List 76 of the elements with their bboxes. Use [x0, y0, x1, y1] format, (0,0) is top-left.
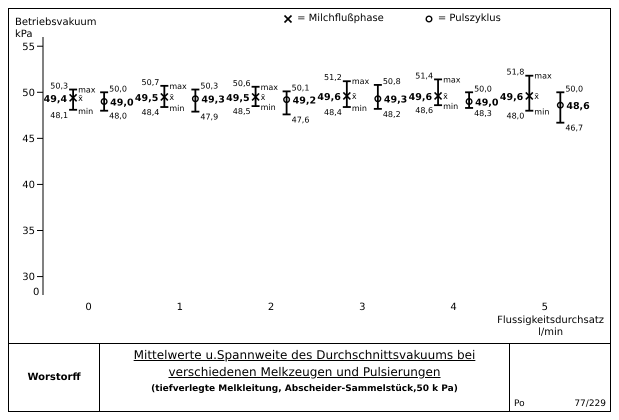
annotation: 51,8	[506, 68, 524, 77]
annotation: 48,0	[506, 112, 524, 121]
annotation: 50,0	[565, 84, 584, 94]
text: (tiefverlegte Melkleitung, Abscheider-Sammelstück,50 k Pa)	[150, 384, 459, 394]
data-label: 49,3	[201, 94, 225, 106]
y-tick-label: 50	[22, 88, 35, 99]
text: x̄	[443, 92, 448, 101]
data-label: 49,6	[500, 92, 524, 103]
annotation: 50,3	[50, 82, 68, 91]
text: min	[534, 108, 550, 117]
text: Worstorff	[9, 344, 100, 411]
data-label: 49,0	[110, 98, 134, 108]
text: x̄	[534, 92, 540, 101]
annotation: x̄	[78, 94, 84, 103]
x-tick-label: 0	[85, 302, 92, 314]
text: min	[352, 104, 367, 114]
x-tick-label: 1	[176, 302, 184, 314]
text: 77/229	[574, 399, 606, 409]
annotation: 50,1	[292, 83, 310, 92]
annotation: 48,4	[142, 108, 160, 118]
text: max	[260, 82, 278, 92]
annotation: 50,8	[382, 76, 401, 86]
annotation: 51,2	[324, 73, 342, 82]
x-tick-label: 5	[542, 302, 548, 314]
x-tick-label: 4	[450, 302, 457, 314]
annotation: 47,9	[200, 112, 218, 122]
legend-label: = Milchflußphase	[297, 13, 384, 24]
data-label: 49,5	[134, 92, 158, 104]
text: min	[443, 102, 458, 112]
annotation: min	[78, 106, 94, 116]
annotation: 50,7	[142, 78, 160, 87]
text: min	[260, 103, 276, 112]
data-label: 49,5	[226, 92, 250, 104]
data-label: 48,6	[566, 101, 590, 112]
annotation: 48,3	[474, 108, 492, 118]
data-label: 49,6	[408, 92, 432, 103]
y-tick-label: 40	[22, 180, 35, 191]
text: Mittelwerte u.Spannweite des Durchschnittsvakuums bei verschiedenen Melkzeugen und Pulsierungen	[132, 347, 476, 381]
legend-label: = Pulszyklus	[438, 13, 501, 24]
annotation: 51,4	[415, 71, 434, 80]
annotation: 47,6	[292, 115, 310, 124]
text: max	[443, 75, 461, 84]
y-tick-label: 55	[22, 42, 35, 53]
text: max	[169, 82, 187, 91]
annotation: 50,6	[232, 78, 251, 88]
y-axis-title: Betriebsvakuum kPa	[15, 17, 96, 41]
data-label: 49,2	[292, 96, 316, 107]
data-label: 49,0	[475, 98, 499, 108]
data-label: 49,6	[317, 92, 342, 103]
annotation: 50,0	[109, 84, 127, 94]
y-tick-label: 35	[22, 226, 35, 238]
annotation: 50,3	[200, 82, 218, 91]
text: min	[169, 104, 184, 114]
y-tick-label: 45	[22, 134, 35, 145]
annotation: 50,0	[474, 84, 492, 94]
data-label: 49,3	[384, 94, 408, 106]
annotation: 48,5	[232, 107, 251, 116]
annotation: 46,7	[565, 124, 584, 133]
text: max	[352, 77, 370, 86]
text: Po	[514, 399, 525, 409]
x-tick-label: 2	[268, 302, 274, 314]
annotation: 48,6	[415, 106, 434, 116]
text: x̄	[169, 92, 174, 102]
x-axis-title: Flussigkeitsdurchsatz l/min	[497, 315, 604, 339]
annotation: 48,4	[324, 108, 342, 118]
annotation: 48,0	[109, 112, 127, 121]
annotation: 48,1	[50, 110, 68, 120]
x-tick-label: 3	[359, 302, 366, 314]
text: x̄	[260, 92, 266, 102]
y-tick-label: 30	[22, 272, 35, 284]
text: max	[534, 72, 552, 81]
text: 0	[33, 287, 40, 298]
data-label: 49,4	[44, 94, 68, 105]
annotation: 48,2	[382, 110, 401, 119]
text: x̄	[352, 92, 357, 101]
annotation: max	[78, 86, 96, 95]
